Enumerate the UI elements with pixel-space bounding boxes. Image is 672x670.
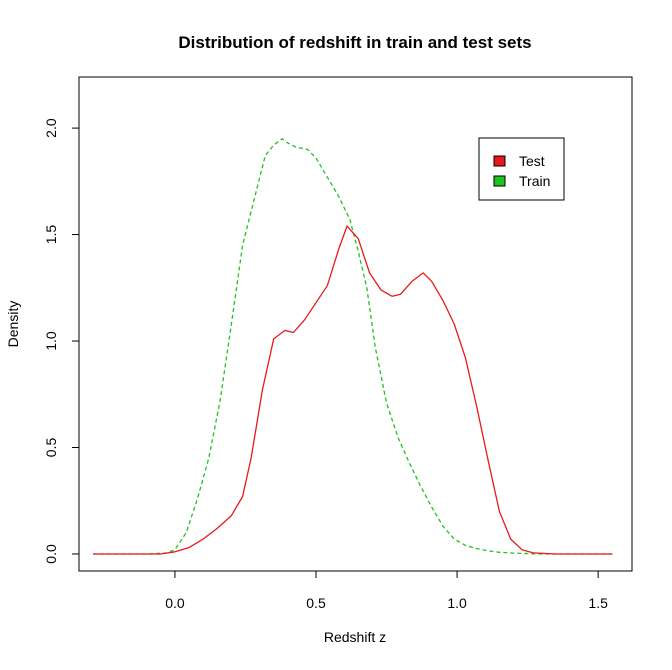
y-axis: 0.0 0.5 1.0 1.5 2.0: [43, 118, 80, 564]
legend-swatch-train: [493, 175, 506, 187]
x-tick-label: 0.5: [306, 595, 326, 611]
series-layer: [93, 138, 613, 555]
x-axis: 0.0 0.5 1.0 1.5: [165, 570, 608, 611]
y-tick-label: 0.5: [43, 438, 59, 458]
y-tick-label: 1.0: [43, 331, 59, 351]
legend-label-train: Train: [519, 173, 550, 189]
x-tick-label: 0.0: [165, 595, 185, 611]
chart-title: Distribution of redshift in train and te…: [178, 33, 531, 52]
y-axis-label: Density: [5, 301, 21, 348]
legend: Test Train: [478, 137, 565, 201]
y-tick-label: 2.0: [43, 118, 59, 138]
y-tick-label: 1.5: [43, 225, 59, 245]
x-tick-label: 1.0: [447, 595, 467, 611]
legend-swatch-test: [493, 155, 506, 167]
x-tick-label: 1.5: [588, 595, 608, 611]
series-line-train: [93, 138, 613, 555]
legend-label-test: Test: [519, 153, 545, 169]
y-tick-label: 0.0: [43, 544, 59, 564]
x-axis-label: Redshift z: [324, 629, 386, 645]
legend-box: [478, 137, 565, 201]
series-line-test: [93, 225, 613, 555]
